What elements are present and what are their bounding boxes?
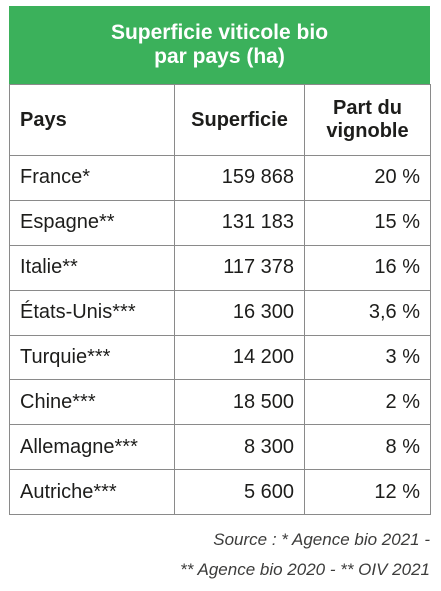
- cell-pays: France*: [9, 155, 175, 201]
- cell-part: 3 %: [304, 334, 431, 381]
- cell-pays: Autriche***: [9, 469, 175, 516]
- table-title-line-1: Superficie viticole bio: [110, 21, 329, 44]
- cell-superficie: 159 868: [174, 155, 305, 201]
- table-row: Chine*** 18 500 2 %: [9, 379, 431, 426]
- table-row: Autriche*** 5 600 12 %: [9, 469, 431, 516]
- source-line-2: ** Agence bio 2020 - ** OIV 2021: [180, 560, 430, 579]
- column-header-pays: Pays: [9, 84, 175, 156]
- source-line-1: Source : * Agence bio 2021 -: [213, 530, 430, 549]
- column-header-part-line-1: Part du: [333, 97, 402, 119]
- cell-pays: Italie**: [9, 244, 175, 291]
- header-row: Pays Superficie Part du vignoble: [9, 84, 431, 156]
- cell-part: 16 %: [304, 244, 431, 291]
- table-row: Italie** 117 378 16 %: [9, 244, 431, 291]
- cell-pays: Espagne**: [9, 199, 175, 246]
- table-row: Turquie*** 14 200 3 %: [9, 334, 431, 381]
- cell-part: 2 %: [304, 379, 431, 426]
- cell-superficie: 131 183: [174, 199, 305, 246]
- table-row: États-Unis*** 16 300 3,6 %: [9, 289, 431, 336]
- cell-part: 20 %: [304, 155, 431, 201]
- cell-pays: Turquie***: [9, 334, 175, 381]
- cell-superficie: 117 378: [174, 244, 305, 291]
- table-card: Superficie viticole bio par pays (ha) Pa…: [9, 6, 431, 516]
- cell-pays: Chine***: [9, 379, 175, 426]
- table-row: Allemagne*** 8 300 8 %: [9, 424, 431, 471]
- table-title-line-2: par pays (ha): [154, 45, 285, 68]
- cell-part: 8 %: [304, 424, 431, 471]
- table-title: Superficie viticole bio par pays (ha): [9, 6, 430, 84]
- cell-superficie: 8 300: [174, 424, 305, 471]
- table-row: Espagne** 131 183 15 %: [9, 199, 431, 246]
- cell-part: 15 %: [304, 199, 431, 246]
- data-table: Pays Superficie Part du vignoble France*…: [9, 84, 431, 516]
- cell-superficie: 18 500: [174, 379, 305, 426]
- cell-pays: Allemagne***: [9, 424, 175, 471]
- column-header-superficie: Superficie: [174, 84, 305, 156]
- cell-superficie: 5 600: [174, 469, 305, 516]
- cell-superficie: 16 300: [174, 289, 305, 336]
- cell-part: 12 %: [304, 469, 431, 516]
- source-note: Source : * Agence bio 2021 - ** Agence b…: [180, 525, 430, 585]
- cell-superficie: 14 200: [174, 334, 305, 381]
- column-header-part-du-vignoble: Part du vignoble: [304, 84, 431, 156]
- table-row: France* 159 868 20 %: [9, 155, 431, 201]
- cell-part: 3,6 %: [304, 289, 431, 336]
- cell-pays: États-Unis***: [9, 289, 175, 336]
- column-header-part-line-2: vignoble: [326, 120, 409, 142]
